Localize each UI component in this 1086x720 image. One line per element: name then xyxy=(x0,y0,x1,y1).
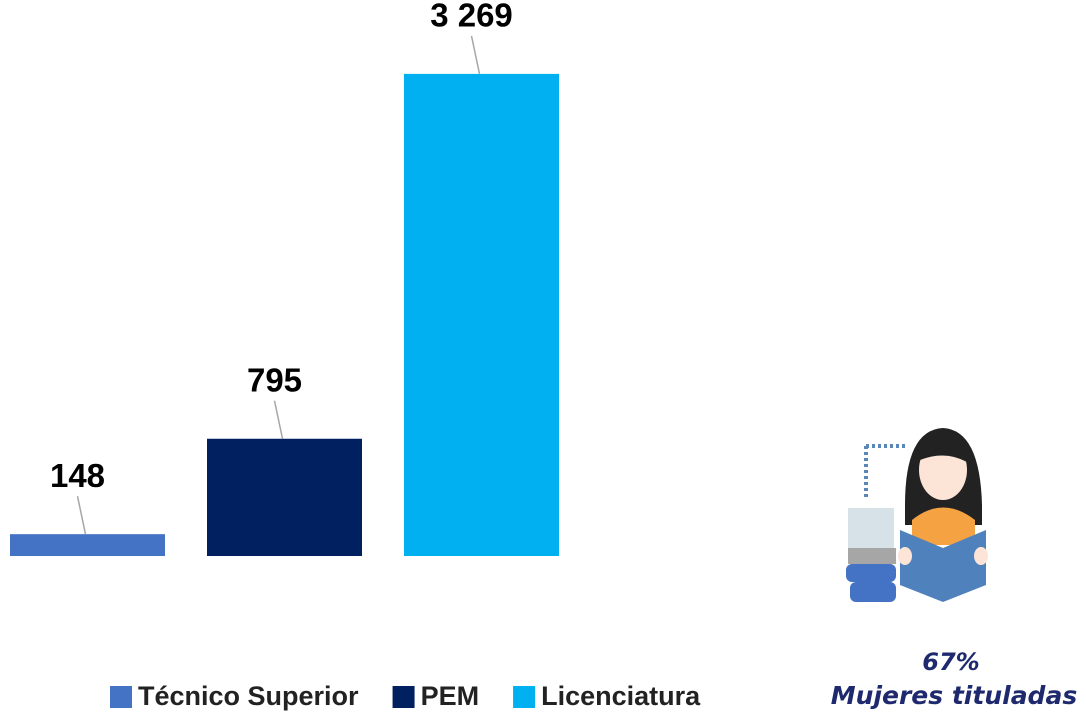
value-label: 3 269 xyxy=(430,0,513,34)
leader-line xyxy=(76,496,87,535)
bar xyxy=(10,534,165,556)
value-label: 148 xyxy=(50,457,105,494)
annotation: Mujeres tituladas xyxy=(831,681,1077,710)
legend-label: Técnico Superior xyxy=(138,681,359,711)
legend-swatch xyxy=(392,686,415,708)
legend-swatch xyxy=(513,686,536,708)
value-label: 795 xyxy=(247,361,302,398)
bar xyxy=(404,73,559,556)
bar xyxy=(207,438,362,556)
leader-line xyxy=(273,400,284,439)
legend-label: PEM xyxy=(421,681,480,711)
reading-woman-icon xyxy=(846,428,988,602)
legend-swatch xyxy=(110,686,132,708)
leader-line xyxy=(470,35,481,75)
legend-label: Licenciatura xyxy=(541,681,701,711)
annotation: 67% xyxy=(922,648,979,676)
